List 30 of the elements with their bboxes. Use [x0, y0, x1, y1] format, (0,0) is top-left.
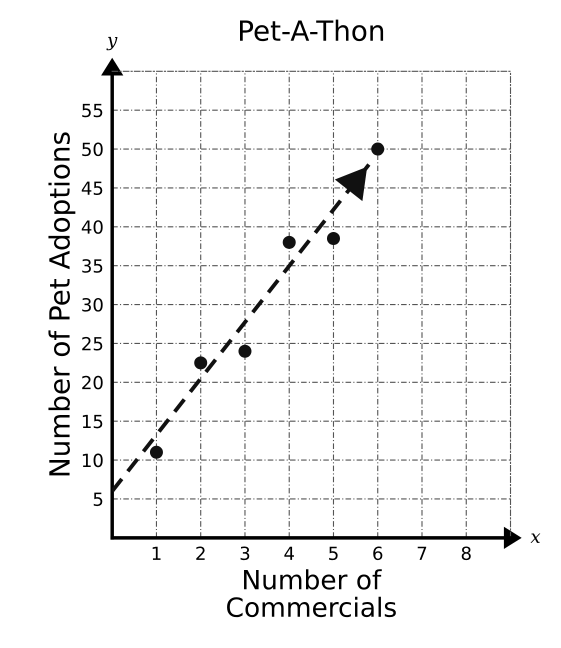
x-tick-label: 7: [418, 546, 426, 560]
y-tick-label: 45: [82, 182, 102, 196]
y-axis-title: Number of Pet Adoptions: [48, 132, 76, 476]
point: [326, 232, 340, 245]
y-tick-label: 55: [82, 104, 102, 118]
y-tick-label: 25: [82, 336, 102, 351]
y-tick-label: 30: [82, 298, 103, 312]
point: [282, 236, 296, 249]
y-tick-label: 10: [82, 454, 103, 468]
point: [238, 344, 252, 358]
point: [371, 142, 384, 156]
y-tick-label: 20: [82, 376, 103, 390]
point: [194, 356, 208, 370]
x-tick-label: 4: [284, 546, 294, 560]
y-tick-label: 15: [82, 414, 102, 428]
x-tick-label: 6: [373, 546, 382, 560]
y-tick-label: 5: [94, 492, 102, 506]
x-tick-label: 1: [152, 546, 161, 560]
x-axis-title: Number of Commercials: [227, 569, 396, 618]
text: x: [530, 533, 540, 543]
x-tick-label: 2: [196, 546, 205, 560]
text: y: [106, 36, 118, 50]
point: [150, 446, 163, 459]
x-tick-label: 3: [240, 546, 250, 560]
y-tick-label: 35: [82, 259, 102, 273]
x-tick-label: 5: [329, 546, 338, 560]
x-tick-label: 8: [462, 546, 471, 560]
y-tick-label: 50: [82, 142, 103, 156]
y-tick-label: 40: [82, 220, 103, 234]
chart-title: Pet-A-Thon: [240, 20, 384, 42]
